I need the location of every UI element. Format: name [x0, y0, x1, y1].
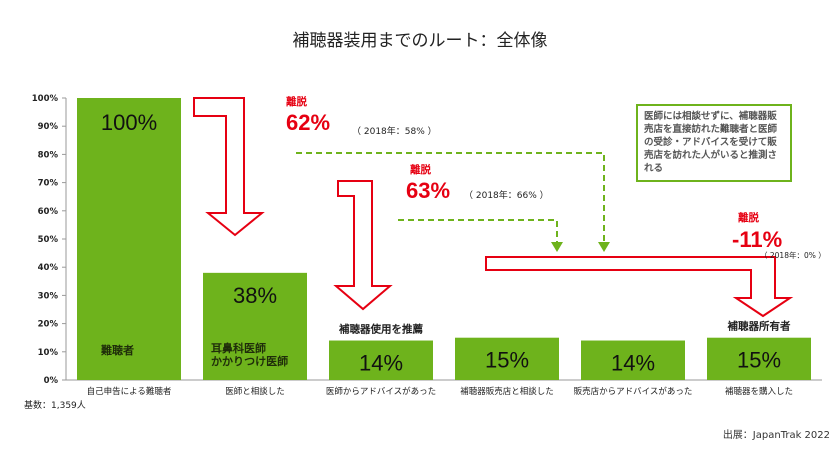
dropout-arrow — [333, 180, 393, 311]
annotation-note: 医師には相談せずに、補聴器販売店を直接訪れた難聴者と医師の受診・アドバイスを受け… — [636, 104, 792, 182]
bar — [581, 340, 685, 380]
x-tick-label: 販売店からアドバイスがあった — [574, 386, 693, 397]
bar — [329, 340, 433, 380]
bar-inner-label: 難聴者 — [101, 343, 134, 357]
y-tick-label: 40% — [38, 263, 59, 273]
y-tick-label: 70% — [38, 179, 59, 189]
source-credit: 出展：JapanTrak 2022 — [722, 430, 830, 441]
y-tick-label: 80% — [38, 150, 59, 160]
x-tick-label: 医師と相談した — [225, 386, 285, 397]
dropout-label: 離脱 — [410, 163, 431, 176]
dropout-arrow — [193, 97, 265, 237]
y-tick-label: 0% — [44, 376, 59, 386]
y-tick-label: 10% — [38, 348, 59, 358]
bar-value-label: 38% — [233, 283, 277, 308]
bar-top-label: 補聴器所有者 — [727, 320, 791, 333]
bar-value-label: 15% — [737, 348, 781, 373]
dropout-percent: -11% — [732, 227, 782, 252]
dropout-previous-year: （ 2018年：58% ） — [352, 125, 437, 137]
dropout-previous-year: （ 2018年：0% ） — [760, 250, 826, 260]
bar-value-label: 14% — [359, 351, 403, 376]
chart-title: 補聴器装用までのルート：全体像 — [292, 31, 548, 51]
dashed-guide-line — [398, 219, 558, 243]
dashed-arrowhead — [598, 242, 610, 252]
x-tick-label: 補聴器を購入した — [725, 386, 793, 397]
sample-size: 基数：1,359人 — [24, 401, 86, 411]
x-tick-label: 補聴器販売店と相談した — [460, 386, 554, 397]
y-tick-label: 30% — [38, 291, 59, 301]
bar — [707, 337, 811, 380]
dropout-previous-year: （ 2018年：66% ） — [464, 189, 549, 201]
dropout-percent: 63% — [406, 178, 450, 203]
x-tick-label: 医師からアドバイスがあった — [326, 386, 436, 397]
x-tick-label: 自己申告による難聴者 — [87, 386, 172, 397]
dropout-label: 離脱 — [286, 95, 307, 108]
y-tick-label: 100% — [32, 94, 59, 104]
dashed-guide-line — [296, 152, 605, 243]
y-tick-label: 60% — [38, 207, 59, 217]
bar-value-label: 100% — [101, 110, 157, 135]
bar-inner-label: 耳鼻科医師 — [211, 341, 266, 355]
bar-value-label: 14% — [611, 351, 655, 376]
dashed-arrowhead — [551, 242, 563, 252]
bar-top-label: 補聴器使用を推薦 — [338, 323, 423, 336]
y-tick-label: 50% — [38, 235, 59, 245]
dropout-label: 離脱 — [738, 211, 759, 224]
bar — [455, 337, 559, 380]
bar — [203, 272, 307, 380]
bar-inner-label: かかりつけ医師 — [211, 354, 288, 368]
dropout-arrow — [485, 256, 794, 318]
y-tick-label: 20% — [38, 320, 59, 330]
bar — [77, 98, 181, 380]
bar-value-label: 15% — [485, 348, 529, 373]
dropout-percent: 62% — [286, 110, 330, 135]
y-tick-label: 90% — [38, 122, 59, 132]
